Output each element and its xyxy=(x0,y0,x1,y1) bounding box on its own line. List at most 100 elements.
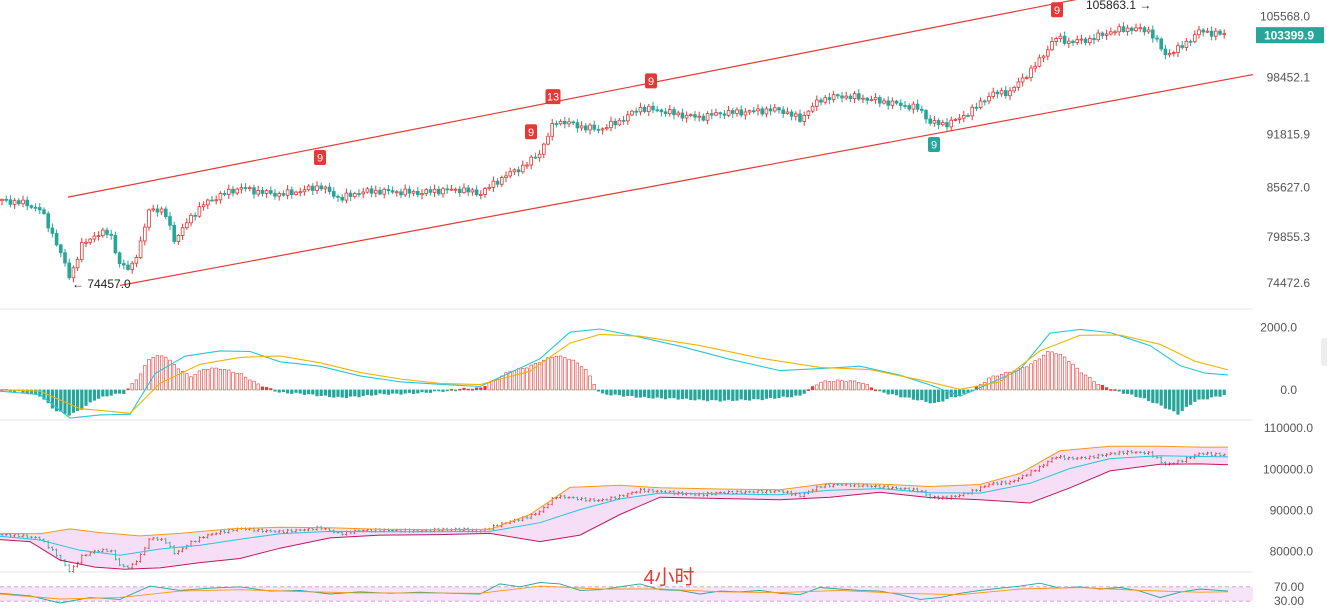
bollinger-ohlc-bar xyxy=(1201,452,1205,456)
macd-histogram-bar xyxy=(676,389,680,400)
candle xyxy=(1218,29,1222,36)
macd-histogram-bar xyxy=(911,389,915,400)
macd-histogram-bar xyxy=(1008,371,1012,391)
candle-body-up xyxy=(1193,34,1197,43)
bollinger-ohlc-bar xyxy=(290,528,294,533)
bollinger-ohlc-bar xyxy=(743,490,747,495)
candle-body-down xyxy=(222,192,227,195)
macd-histogram-bar xyxy=(962,389,966,394)
candle xyxy=(449,184,454,191)
candle-body-up xyxy=(504,175,508,179)
macd-histogram-bar xyxy=(126,388,130,391)
candle xyxy=(840,92,844,103)
candle-body-up xyxy=(1197,29,1201,36)
bollinger-ohlc-bar xyxy=(160,537,164,542)
bollinger-ohlc-bar xyxy=(202,536,206,539)
timeframe-label: 4小时 xyxy=(643,566,694,589)
bollinger-ohlc-bar xyxy=(1067,456,1071,461)
candle xyxy=(1037,54,1042,68)
candle-body-down xyxy=(1159,38,1164,50)
candle xyxy=(605,124,609,131)
candle xyxy=(180,223,185,241)
candle xyxy=(306,184,311,192)
candle xyxy=(0,198,4,206)
candle xyxy=(827,93,832,105)
candle xyxy=(386,185,391,195)
candle xyxy=(256,185,260,197)
candle xyxy=(1046,45,1050,61)
bollinger-ohlc-bar xyxy=(101,548,105,553)
candle-body-down xyxy=(781,109,785,114)
macd-histogram-bar xyxy=(542,359,546,391)
macd-histogram-bar xyxy=(315,389,319,397)
candle xyxy=(861,94,865,103)
candle xyxy=(823,94,827,105)
candle-body-up xyxy=(1046,49,1050,57)
macd-histogram-bar xyxy=(1033,360,1037,391)
candle xyxy=(1041,54,1046,63)
macd-histogram-bar xyxy=(861,382,865,391)
macd-histogram-bar xyxy=(697,389,701,400)
bollinger-ohlc-bar xyxy=(1180,459,1184,463)
bollinger-ohlc-bar xyxy=(1092,455,1096,459)
candle xyxy=(151,204,156,213)
bollinger-ohlc-bar xyxy=(739,490,743,495)
macd-pane xyxy=(0,328,1229,419)
candle xyxy=(991,87,995,99)
macd-histogram-bar xyxy=(546,357,550,391)
bollinger-ohlc-bar xyxy=(756,489,760,494)
candle xyxy=(731,107,735,118)
candle-body-up xyxy=(373,189,378,194)
bollinger-ohlc-bar xyxy=(651,488,655,493)
price-axis-tick: 85627.0 xyxy=(1267,180,1311,194)
candle-body-up xyxy=(1138,27,1143,30)
macd-histogram-bar xyxy=(1117,389,1121,392)
macd-histogram-bar xyxy=(235,372,239,391)
candle-body-down xyxy=(210,199,214,202)
candle-body-up xyxy=(1109,31,1113,35)
bollinger-ohlc-bar xyxy=(781,489,785,494)
candle-body-down xyxy=(1092,38,1096,41)
candle-body-up xyxy=(180,227,185,236)
candle-body-up xyxy=(1029,67,1033,78)
macd-histogram-bar xyxy=(609,389,613,396)
candle-body-up xyxy=(483,188,487,195)
candle xyxy=(466,184,470,197)
candle xyxy=(1172,50,1176,57)
candle xyxy=(394,189,399,197)
candle-body-up xyxy=(844,95,848,99)
macd-histogram-bar xyxy=(285,389,290,394)
candle-body-up xyxy=(546,135,550,145)
bollinger-ohlc-bar xyxy=(1029,469,1033,477)
macd-histogram-bar xyxy=(806,389,810,391)
macd-histogram-bar xyxy=(714,389,718,401)
candle xyxy=(869,95,874,102)
candle-body-down xyxy=(983,100,987,103)
candle xyxy=(987,92,991,105)
collapse-handle[interactable] xyxy=(1321,338,1327,366)
macd-histogram-bar xyxy=(353,389,357,397)
candle xyxy=(773,103,777,113)
macd-histogram-bar xyxy=(139,373,143,391)
macd-histogram-bar xyxy=(416,389,420,394)
macd-histogram-bar xyxy=(563,357,567,391)
bollinger-ohlc-bar xyxy=(63,558,67,567)
candle-body-up xyxy=(785,111,790,114)
macd-histogram-bar xyxy=(1138,389,1142,398)
candle xyxy=(457,185,462,197)
macd-histogram-bar xyxy=(344,389,349,399)
candle-body-down xyxy=(878,97,882,104)
macd-histogram-bar xyxy=(67,389,71,416)
macd-histogram-bar xyxy=(747,389,752,401)
candle-body-up xyxy=(1125,27,1130,32)
candle xyxy=(361,187,365,199)
macd-histogram-bar xyxy=(1054,353,1058,391)
bollinger-ohlc-bar xyxy=(659,489,663,493)
macd-histogram-bar xyxy=(554,355,558,391)
macd-histogram-bar xyxy=(399,389,403,395)
candle-body-up xyxy=(1096,32,1101,41)
candle xyxy=(899,99,903,111)
candle xyxy=(1075,35,1080,46)
